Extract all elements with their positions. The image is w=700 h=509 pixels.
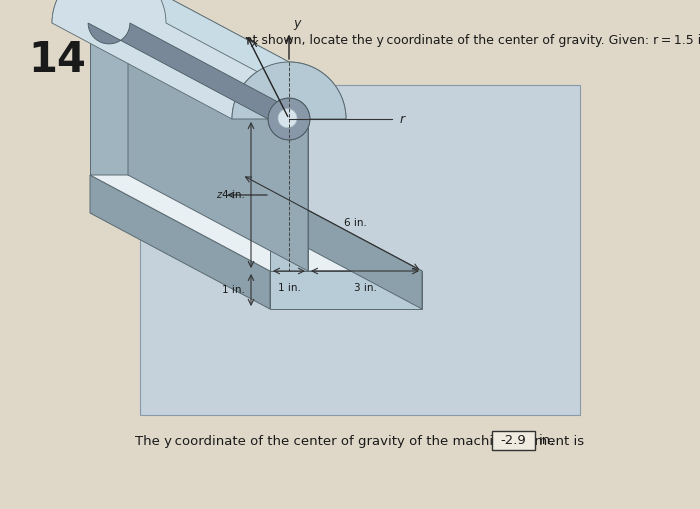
Polygon shape [90,175,422,271]
Polygon shape [90,23,308,119]
Polygon shape [52,0,289,119]
Text: For the machine element shown, locate the y coordinate of the center of gravity.: For the machine element shown, locate th… [100,34,700,47]
Polygon shape [128,23,308,271]
Text: r: r [400,112,405,126]
Polygon shape [90,175,242,213]
Polygon shape [52,0,166,23]
Text: 3 in.: 3 in. [354,283,377,293]
Text: 1 in.: 1 in. [222,285,244,295]
Text: y: y [293,17,300,30]
Polygon shape [242,175,422,309]
Polygon shape [268,98,310,140]
Text: The y coordinate of the center of gravity of the machine element is: The y coordinate of the center of gravit… [135,435,584,447]
Text: in.: in. [539,435,555,447]
FancyBboxPatch shape [140,85,580,415]
Polygon shape [278,109,297,128]
Text: 4 in.: 4 in. [222,190,244,200]
Polygon shape [109,0,346,119]
Polygon shape [90,175,270,309]
Text: z: z [216,190,221,200]
FancyBboxPatch shape [491,431,535,449]
Text: 6 in.: 6 in. [344,218,367,228]
Text: 1 in.: 1 in. [278,283,300,293]
Polygon shape [88,23,310,140]
Text: x: x [250,37,258,50]
Text: 14: 14 [28,39,86,81]
Text: -2.9: -2.9 [500,434,526,446]
Polygon shape [90,23,128,175]
Polygon shape [232,62,346,119]
Polygon shape [270,119,308,271]
Polygon shape [270,271,422,309]
